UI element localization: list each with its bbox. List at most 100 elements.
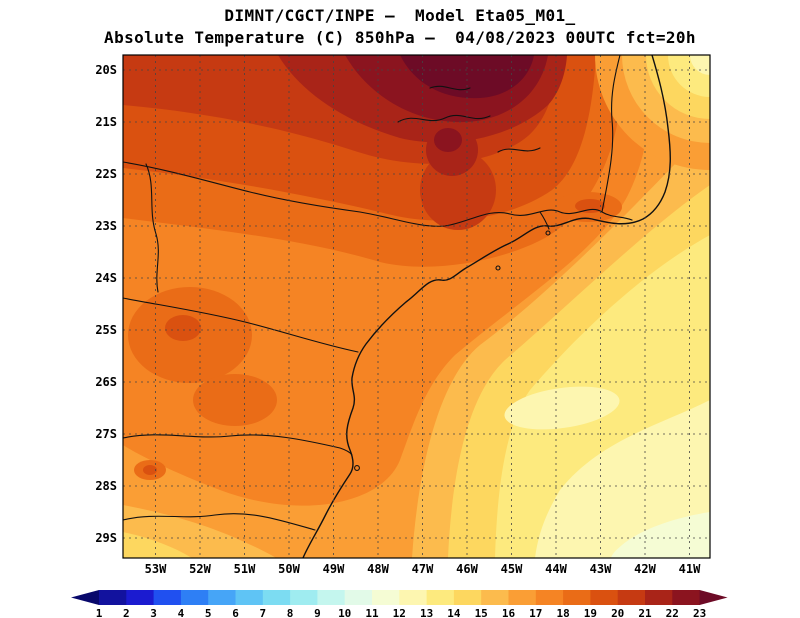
colorbar-tick-label: 8 [287, 607, 294, 618]
lat-label: 20S [95, 63, 117, 77]
colorbar-cell [481, 590, 509, 605]
lon-label: 42W [634, 562, 656, 576]
lon-label: 43W [590, 562, 612, 576]
lon-label: 50W [278, 562, 300, 576]
border-pr-sc [123, 434, 353, 456]
lat-label: 22S [95, 167, 117, 181]
colorbar-tick-label: 16 [502, 607, 516, 618]
colorbar-cell [426, 590, 455, 605]
colorbar-tick-label: 7 [259, 607, 266, 618]
colorbar-cell [399, 590, 428, 605]
chart-title-line2: Absolute Temperature (C) 850hPa — 04/08/… [104, 28, 696, 47]
colorbar-tick-label: 10 [338, 607, 351, 618]
lat-label: 26S [95, 375, 117, 389]
colorbar-cell [99, 590, 127, 605]
island-florianopolis [354, 465, 360, 471]
colorbar-tick-label: 17 [529, 607, 542, 618]
colorbar-tick-label: 6 [232, 607, 239, 618]
colorbar-tick-label: 11 [365, 607, 379, 618]
temp-blob-19-west [165, 315, 201, 341]
island-ilhabela [495, 265, 501, 271]
colorbar-cell [344, 590, 373, 605]
parana-river [145, 163, 159, 293]
border-sp-pr [123, 297, 359, 353]
map-border [122, 54, 711, 559]
lon-label: 48W [367, 562, 389, 576]
colorbar-cell [645, 590, 673, 605]
colorbar-tick-label: 20 [611, 607, 624, 618]
lat-label: 23S [95, 219, 117, 233]
colorbar-tick-label: 22 [666, 607, 679, 618]
coastline [302, 55, 671, 558]
lon-label: 41W [679, 562, 701, 576]
colorbar-cell [126, 590, 155, 605]
temp-blob-12-ocean [504, 386, 620, 430]
lat-lon-grid [123, 55, 710, 558]
temp-blob-22-tongue [434, 128, 462, 152]
temp-blob-19-southwest [143, 465, 157, 475]
colorbar-cell [672, 590, 701, 605]
temp-blob-14-southwest [123, 532, 192, 558]
island-ilha-grande [545, 230, 551, 236]
lon-label: 45W [501, 562, 523, 576]
colorbar-tick-label: 4 [178, 607, 185, 618]
lon-label: 53W [145, 562, 167, 576]
axis-labels: 20S 21S 22S 23S 24S 25S 26S 27S 28S 29S 53W 52W 51W 5… [95, 63, 701, 576]
colorbar-tick-label: 5 [205, 607, 212, 618]
lat-label: 24S [95, 271, 117, 285]
border-sc-rs [123, 513, 316, 531]
colorbar-cell [372, 590, 400, 605]
temp-blob-11-corner [611, 512, 710, 558]
colorbar-tick-label: 2 [123, 607, 130, 618]
river-squiggle-2 [429, 85, 471, 91]
colorbar-cell [235, 590, 264, 605]
colorbar-tick-label: 21 [638, 607, 652, 618]
lon-label: 52W [189, 562, 211, 576]
colorbar-cell [563, 590, 591, 605]
colorbar-tick-label: 1 [96, 607, 103, 618]
lat-label: 29S [95, 531, 117, 545]
colorbar-cell [290, 590, 318, 605]
colorbar-tick-label: 13 [420, 607, 433, 618]
temperature-field [123, 55, 710, 558]
lon-label: 46W [456, 562, 478, 576]
colorbar-cell [617, 590, 646, 605]
colorbar-tick-label: 14 [447, 607, 461, 618]
lon-label: 44W [545, 562, 567, 576]
colorbar-tick-label: 18 [556, 607, 569, 618]
colorbar-cell [453, 590, 482, 605]
border-mg [123, 161, 633, 227]
lon-label: 49W [323, 562, 345, 576]
colorbar-tick-label: 19 [584, 607, 597, 618]
colorbar-tick-label: 12 [393, 607, 406, 618]
colorbar-cell [590, 590, 619, 605]
colorbar-tick-label: 3 [150, 607, 157, 618]
border-rj-sp [539, 211, 550, 230]
colorbar: 1 2 3 4 5 6 7 8 9 10 11 12 13 14 15 16 17 18 19 20 21 22 23 [71, 590, 728, 618]
colorbar-cell [262, 590, 291, 605]
lon-label: 51W [234, 562, 256, 576]
colorbar-right-arrow [699, 590, 728, 605]
colorbar-left-arrow [71, 590, 99, 605]
colorbar-cell [208, 590, 236, 605]
lat-label: 27S [95, 427, 117, 441]
border-es-mg [601, 55, 621, 213]
river-squiggle-1 [397, 114, 491, 123]
lat-label: 28S [95, 479, 117, 493]
colorbar-tick-label: 15 [475, 607, 488, 618]
lat-label: 25S [95, 323, 117, 337]
colorbar-tick-label: 9 [314, 607, 321, 618]
chart-title-line1: DIMNT/CGCT/INPE — Model Eta05_M01_ [224, 6, 576, 25]
colorbar-cell [508, 590, 537, 605]
colorbar-cell [180, 590, 209, 605]
colorbar-cell [317, 590, 346, 605]
colorbar-tick-label: 23 [693, 607, 706, 618]
geography-lines [123, 55, 671, 558]
colorbar-cell [153, 590, 182, 605]
lat-label: 21S [95, 115, 117, 129]
lon-label: 47W [412, 562, 434, 576]
temp-blob-18-west2 [193, 374, 277, 426]
colorbar-cell [535, 590, 564, 605]
